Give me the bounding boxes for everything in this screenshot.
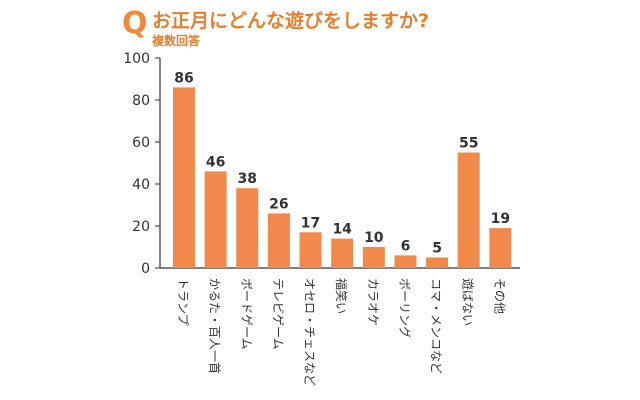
category-label: トランプ: [176, 278, 190, 326]
bar: [426, 257, 449, 268]
question-mark-badge: Q: [122, 6, 148, 41]
bar-value-label: 86: [174, 70, 193, 86]
y-tick-label: 40: [132, 177, 150, 193]
bar-value-label: 55: [459, 136, 478, 152]
y-tick-label: 60: [132, 135, 150, 151]
category-label: かるた・百人一首: [208, 278, 222, 374]
bar: [299, 232, 322, 268]
bar-value-label: 26: [269, 196, 288, 212]
bar-value-label: 5: [432, 241, 442, 257]
category-label: テレビゲーム: [271, 278, 285, 350]
y-axis-ticks: 0 20 40 60 80 100: [123, 51, 160, 277]
y-tick-label: 100: [123, 51, 150, 67]
bars: [173, 87, 512, 269]
bar-value-label: 10: [364, 230, 384, 246]
bar: [173, 87, 195, 269]
bar: [331, 238, 354, 268]
bar: [362, 247, 385, 268]
chart-subtitle: 複数回答: [152, 34, 201, 48]
bar: [267, 213, 290, 268]
bar-value-label: 46: [206, 154, 225, 170]
category-label: オセロ・チェスなど: [303, 278, 317, 386]
category-label: コマ・メンコなど: [429, 278, 443, 374]
category-label: 遊ばない: [461, 278, 476, 326]
bar-value-label: 19: [491, 211, 510, 227]
category-label: ボードゲーム: [239, 278, 253, 350]
bar: [204, 171, 227, 268]
bar: [457, 152, 480, 268]
bar: [236, 188, 259, 268]
bar-value-label: 6: [401, 238, 411, 254]
bar: [394, 255, 417, 268]
category-label: 福笑い: [334, 278, 349, 314]
bar-value-label: 14: [332, 222, 352, 238]
category-label: カラオケ: [366, 278, 380, 326]
y-tick-label: 0: [141, 261, 150, 277]
bar: [489, 228, 512, 268]
bar-value-label: 38: [238, 171, 257, 187]
category-label: その他: [492, 278, 506, 314]
y-tick-label: 80: [132, 93, 150, 109]
y-tick-label: 20: [132, 219, 150, 235]
category-label: ボーリング: [397, 278, 411, 338]
chart-title: お正月にどんな遊びをしますか?: [152, 10, 430, 32]
bar-value-label: 17: [301, 215, 320, 231]
category-labels: トランプ かるた・百人一首 ボードゲーム テレビゲーム オセロ・チェスなど 福笑い カラオケ…: [176, 278, 506, 386]
